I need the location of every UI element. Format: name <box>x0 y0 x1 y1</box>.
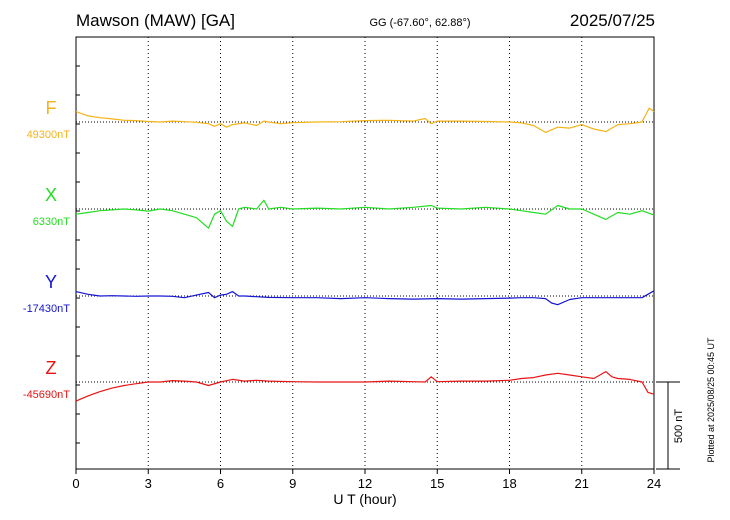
series-layer <box>75 107 655 402</box>
baseline-label-z: -45690nT <box>23 389 70 401</box>
baseline-label-f: 49300nT <box>27 129 71 141</box>
x-tick-label-3: 3 <box>145 476 152 491</box>
series-name-f: F <box>46 98 57 118</box>
x-tick-label-24: 24 <box>647 476 661 491</box>
series-line-y <box>75 290 655 306</box>
x-tick-label-15: 15 <box>430 476 444 491</box>
x-tick-label-6: 6 <box>217 476 224 491</box>
x-tick-label-12: 12 <box>358 476 372 491</box>
coordinates: GG (-67.60°, 62.88°) <box>369 17 470 29</box>
scale-bar: 500 nT <box>656 381 685 470</box>
station-title: Mawson (MAW) [GA] <box>76 11 235 30</box>
x-tick-labels: 0 3 6 9 12 15 18 21 24 <box>72 476 661 491</box>
baseline-label-y: -17430nT <box>23 303 70 315</box>
series-line-f <box>75 107 655 133</box>
x-tick-label-21: 21 <box>575 476 589 491</box>
x-tick-label-18: 18 <box>502 476 516 491</box>
series-name-y: Y <box>45 272 57 292</box>
scale-bar-label: 500 nT <box>673 409 685 444</box>
label-layer: F 49300nT X 6330nT Y -17430nT Z -45690nT <box>23 98 70 401</box>
x-tick-label-9: 9 <box>289 476 296 491</box>
x-tick-label-0: 0 <box>72 476 79 491</box>
series-name-z: Z <box>46 358 57 378</box>
x-axis-label: U T (hour) <box>333 491 396 507</box>
grid-layer <box>75 37 655 474</box>
plotted-at-note: Plotted at 2025/08/25 00:45 UT <box>706 337 716 463</box>
series-line-x <box>75 199 655 229</box>
series-line-z <box>75 371 655 402</box>
plot-date: 2025/07/25 <box>570 11 655 30</box>
series-name-x: X <box>45 185 57 205</box>
baseline-label-x: 6330nT <box>33 216 71 228</box>
